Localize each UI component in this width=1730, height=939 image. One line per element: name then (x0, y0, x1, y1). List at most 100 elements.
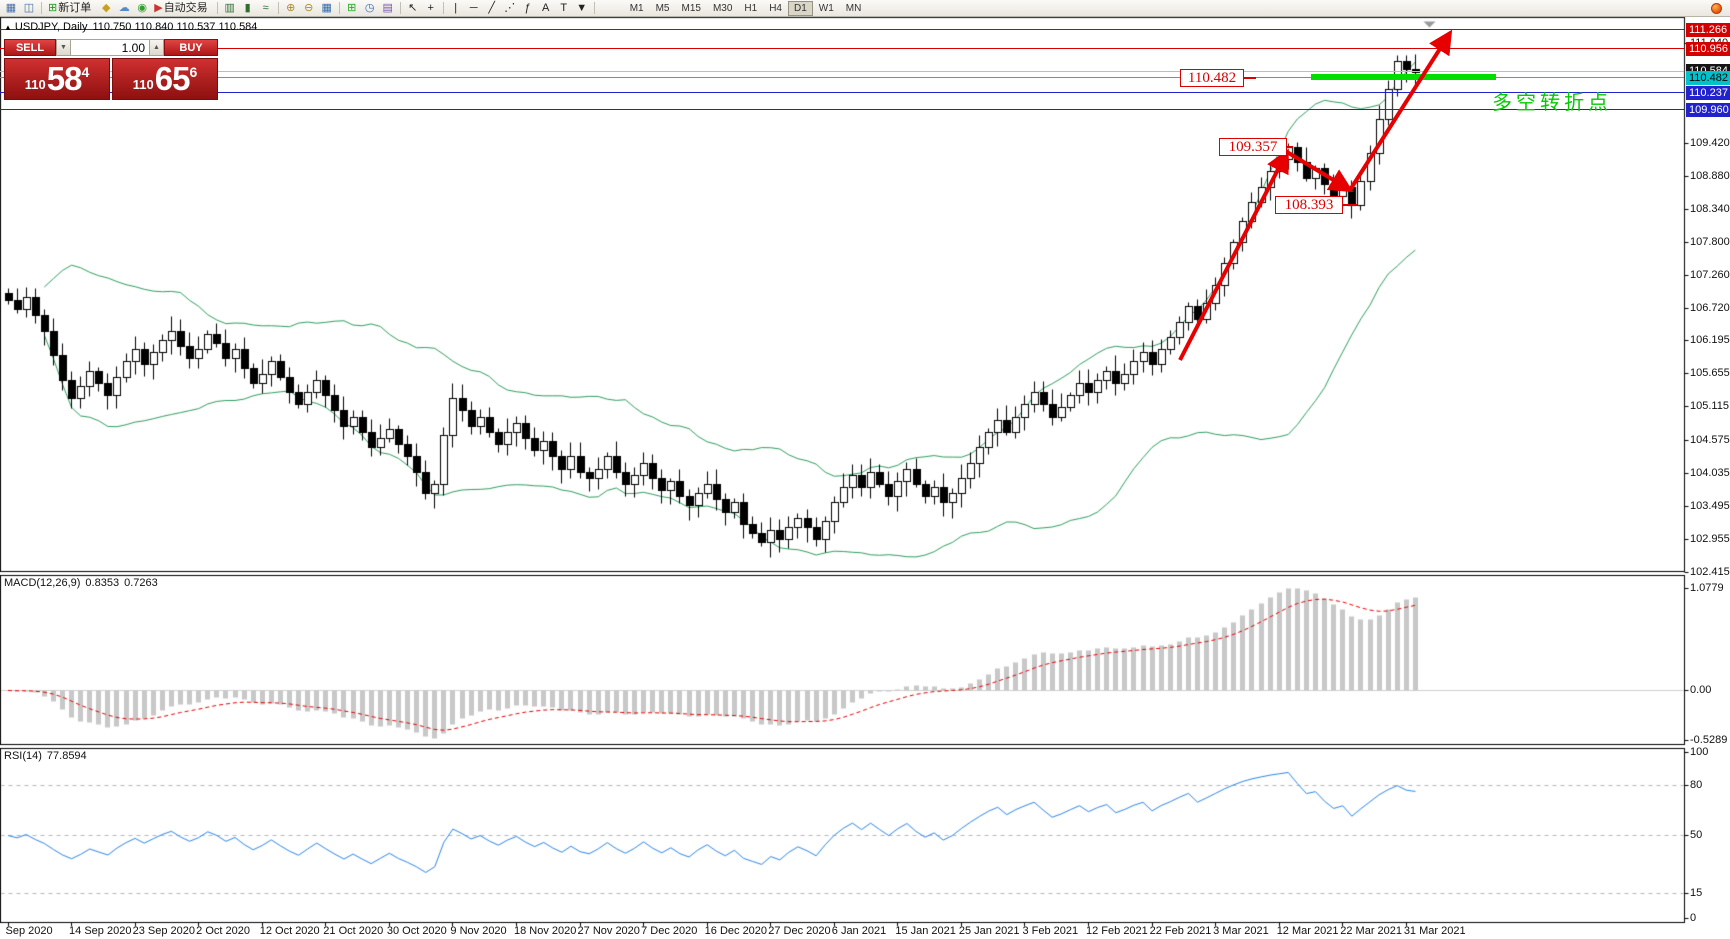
tile-windows-icon[interactable]: ▦ (318, 1, 336, 16)
price-axis-tick: 103.495 (1690, 499, 1730, 512)
trendline-icon: ╱ (488, 2, 495, 14)
time-periods-icon[interactable]: ◷ (361, 1, 379, 16)
crosshair-icon[interactable]: + (422, 1, 440, 16)
sell-button[interactable]: SELL (4, 39, 56, 56)
arrows-icon[interactable]: ▼ (573, 1, 591, 16)
text-icon: A (542, 2, 550, 14)
chart-window-icon[interactable]: ▦ (2, 1, 20, 16)
market-watch-icon[interactable]: ◫ (20, 1, 38, 16)
timeframe-button-h1[interactable]: H1 (744, 2, 758, 14)
history-center-icon[interactable]: ◆ (97, 1, 115, 16)
date-axis-label: 12 Oct 2020 (259, 925, 320, 937)
rsi-axis-tick: 0 (1690, 912, 1697, 925)
horizontal-line-icon[interactable]: ─ (465, 1, 483, 16)
signals-icon[interactable]: ◉ (133, 1, 151, 16)
candlestick-chart-icon: ▮ (244, 2, 251, 14)
fibonacci-icon[interactable]: ƒ (519, 1, 537, 16)
channel-icon: ⋰ (504, 2, 516, 14)
time-periods-icon: ◷ (364, 2, 375, 14)
line-chart-icon: ≈ (262, 2, 269, 14)
timeframe-button-m30[interactable]: M30 (712, 2, 733, 14)
fibonacci-icon: ƒ (524, 2, 531, 14)
date-axis-label: 21 Oct 2020 (323, 925, 384, 937)
date-axis-label: 2 Oct 2020 (196, 925, 250, 937)
candlestick-chart-icon[interactable]: ▮ (239, 1, 257, 16)
zoom-out-icon: ⊖ (304, 2, 314, 14)
rsi-indicator-label: RSI(14) 77.8594 (4, 750, 92, 762)
buy-button[interactable]: BUY (164, 39, 218, 56)
price-axis-tick: 104.035 (1690, 466, 1730, 479)
timeframe-button-d1[interactable]: D1 (788, 0, 813, 16)
indicators-icon[interactable]: ⊞ (343, 1, 361, 16)
cursor-icon[interactable]: ↖ (404, 1, 422, 16)
date-axis-label: 22 Mar 2021 (1340, 925, 1403, 937)
rsi-axis-tick: 15 (1690, 887, 1703, 900)
rsi-axis-tick: 50 (1690, 829, 1703, 841)
volume-decrease-stepper[interactable]: ▼ (56, 39, 71, 56)
bar-chart-icon: ▥ (224, 2, 235, 14)
turning-point-note[interactable]: 多空转折点 (1492, 92, 1612, 114)
date-axis-label: 23 Sep 2020 (132, 925, 195, 937)
cursor-icon: ↖ (408, 2, 418, 14)
autotrading-button-label: 自动交易 (163, 2, 208, 14)
level-line-110.584[interactable] (0, 70, 1684, 72)
price-axis-tick: 107.260 (1690, 269, 1730, 282)
buy-price-panel[interactable]: 110 65 6 (112, 58, 218, 100)
volume-input[interactable] (71, 39, 149, 56)
timeframe-button-m5[interactable]: M5 (655, 2, 670, 14)
date-axis-label: 27 Dec 2020 (768, 925, 831, 937)
autotrading-button[interactable]: ▶ 自动交易 (151, 1, 213, 16)
timeframe-button-m1[interactable]: M1 (629, 2, 644, 14)
new-order-button-label: 新订单 (58, 2, 92, 14)
signals-icon: ◉ (137, 2, 148, 14)
price-annotation-box-108.393[interactable]: 108.393 (1275, 196, 1343, 214)
one-click-trading-widget: SELL ▼ ▲ BUY 110 58 4 110 65 6 (4, 39, 218, 100)
new-order-button[interactable]: ⊞ 新订单 (45, 1, 97, 16)
date-axis-label: 9 Nov 2020 (450, 925, 507, 937)
bar-chart-icon[interactable]: ▥ (221, 1, 239, 16)
channel-icon[interactable]: ⋰ (501, 1, 519, 16)
vertical-line-icon[interactable]: | (447, 1, 465, 16)
volume-increase-stepper[interactable]: ▲ (149, 39, 164, 56)
level-line-109.960[interactable] (0, 109, 1684, 111)
level-line-110.956[interactable] (0, 48, 1684, 50)
level-line-111.266[interactable] (0, 29, 1684, 31)
date-axis-label: 25 Jan 2021 (958, 925, 1020, 937)
toolbar-separator (216, 2, 218, 14)
timeframe-button-m15[interactable]: M15 (681, 2, 701, 14)
price-axis-tick: 106.720 (1690, 302, 1730, 315)
toolbar-separator (41, 2, 42, 14)
resistance-zone-bar[interactable] (1311, 74, 1496, 80)
rsi-axis-tick: 100 (1690, 745, 1709, 758)
web-terminal-icon[interactable]: ☁ (115, 1, 133, 16)
timeframe-button-h4[interactable]: H4 (769, 2, 782, 14)
notification-badge-icon[interactable] (1711, 2, 1722, 14)
buy-big-figure: 110 (132, 77, 154, 92)
date-axis-label: 14 Sep 2020 (69, 925, 132, 937)
timeframe-button-mn[interactable]: MN (845, 2, 862, 14)
price-axis-label-110.482: 110.482 (1686, 70, 1730, 85)
templates-icon: ▤ (382, 2, 393, 14)
price-annotation-box-110.482[interactable]: 110.482 (1180, 69, 1244, 87)
market-watch-icon: ◫ (23, 2, 35, 14)
level-line-110.482[interactable] (0, 77, 1684, 79)
label-icon[interactable]: T (555, 1, 573, 16)
price-annotation-box-109.357[interactable]: 109.357 (1219, 138, 1287, 156)
trendline-icon[interactable]: ╱ (483, 1, 501, 16)
horizontal-line-icon: ─ (469, 2, 478, 14)
macd-axis-tick: 0.00 (1690, 684, 1712, 696)
sell-price-panel[interactable]: 110 58 4 (4, 58, 110, 100)
zoom-in-icon[interactable]: ⊕ (282, 1, 300, 16)
macd-axis-tick: 1.0779 (1690, 581, 1724, 594)
level-line-110.237[interactable] (0, 92, 1684, 94)
buy-point: 6 (189, 64, 198, 80)
autotrading-button: ▶ (154, 2, 163, 14)
sell-big-figure: 110 (24, 77, 46, 92)
vertical-line-icon: | (454, 2, 458, 14)
timeframe-button-w1[interactable]: W1 (818, 2, 834, 14)
zoom-out-icon[interactable]: ⊖ (300, 1, 318, 16)
text-icon[interactable]: A (537, 1, 555, 16)
templates-icon[interactable]: ▤ (379, 1, 397, 16)
line-chart-icon[interactable]: ≈ (257, 1, 275, 16)
